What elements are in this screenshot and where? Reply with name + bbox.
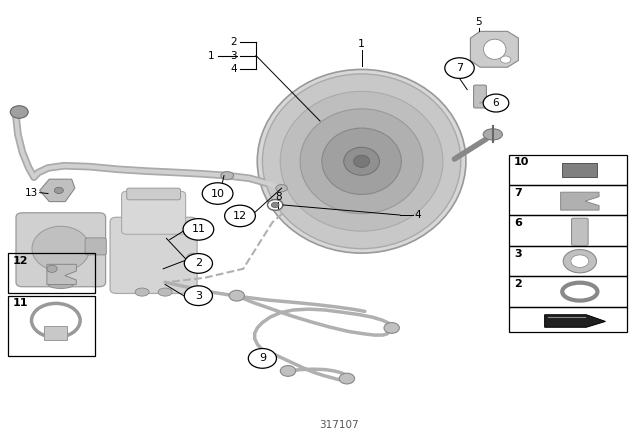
Text: 13: 13 [25, 188, 38, 198]
Circle shape [184, 254, 212, 273]
Circle shape [268, 200, 283, 211]
FancyBboxPatch shape [85, 238, 106, 255]
Ellipse shape [32, 226, 90, 271]
Bar [509, 276, 627, 307]
Ellipse shape [186, 253, 198, 267]
FancyBboxPatch shape [474, 85, 486, 108]
Text: 2: 2 [230, 37, 237, 47]
Text: 11: 11 [191, 224, 205, 234]
Bar [509, 155, 627, 185]
FancyBboxPatch shape [127, 188, 180, 200]
Bar [509, 215, 627, 246]
Text: 11: 11 [13, 298, 28, 308]
Bar [44, 326, 67, 340]
Ellipse shape [300, 109, 423, 214]
Text: 4: 4 [230, 64, 237, 74]
Circle shape [483, 94, 509, 112]
Polygon shape [561, 192, 599, 210]
Circle shape [183, 219, 214, 240]
Ellipse shape [262, 74, 461, 249]
Circle shape [280, 366, 296, 376]
Circle shape [184, 286, 212, 306]
Text: 8: 8 [275, 192, 282, 202]
Polygon shape [470, 31, 518, 67]
Circle shape [202, 183, 233, 204]
Circle shape [271, 202, 279, 208]
Text: 6: 6 [514, 218, 522, 228]
Text: 7: 7 [514, 188, 522, 198]
FancyBboxPatch shape [16, 213, 106, 287]
Text: 3: 3 [230, 51, 237, 60]
Bar [8, 296, 95, 356]
Text: 2: 2 [195, 258, 202, 268]
Circle shape [500, 56, 511, 63]
Ellipse shape [48, 280, 74, 289]
Bar [509, 307, 627, 332]
Ellipse shape [276, 185, 287, 192]
Ellipse shape [135, 288, 149, 296]
Ellipse shape [280, 91, 443, 231]
Circle shape [339, 373, 355, 384]
Text: 10: 10 [514, 157, 529, 167]
FancyBboxPatch shape [110, 217, 197, 293]
Text: 12: 12 [233, 211, 247, 221]
Circle shape [47, 265, 57, 272]
Text: 3: 3 [195, 291, 202, 301]
Circle shape [54, 187, 63, 194]
Text: 5: 5 [476, 17, 482, 27]
Circle shape [248, 349, 276, 368]
Text: 317107: 317107 [319, 420, 359, 430]
Circle shape [571, 255, 589, 267]
Circle shape [10, 106, 28, 118]
FancyBboxPatch shape [572, 218, 588, 246]
Bar [562, 163, 597, 177]
Polygon shape [40, 179, 75, 202]
Ellipse shape [221, 172, 234, 180]
Text: 12: 12 [13, 256, 28, 266]
FancyBboxPatch shape [122, 191, 186, 234]
Text: 6: 6 [493, 98, 499, 108]
Circle shape [563, 250, 596, 273]
Circle shape [225, 205, 255, 227]
Text: 9: 9 [259, 353, 266, 363]
Text: 1: 1 [208, 51, 214, 60]
Ellipse shape [484, 39, 506, 59]
Polygon shape [47, 264, 76, 284]
Text: 4: 4 [415, 210, 421, 220]
Circle shape [445, 58, 474, 78]
Circle shape [229, 290, 244, 301]
Bar [8, 253, 95, 293]
Text: 7: 7 [456, 63, 463, 73]
Text: 3: 3 [514, 249, 522, 258]
Ellipse shape [158, 288, 172, 296]
Text: 10: 10 [211, 189, 225, 198]
Text: 2: 2 [514, 279, 522, 289]
Circle shape [384, 323, 399, 333]
Polygon shape [545, 315, 605, 327]
Ellipse shape [257, 69, 466, 253]
Ellipse shape [354, 155, 369, 168]
Bar [509, 185, 627, 215]
Bar [509, 246, 627, 276]
Text: 1: 1 [358, 39, 365, 49]
Ellipse shape [344, 147, 380, 175]
Ellipse shape [483, 129, 502, 140]
Ellipse shape [322, 128, 401, 194]
